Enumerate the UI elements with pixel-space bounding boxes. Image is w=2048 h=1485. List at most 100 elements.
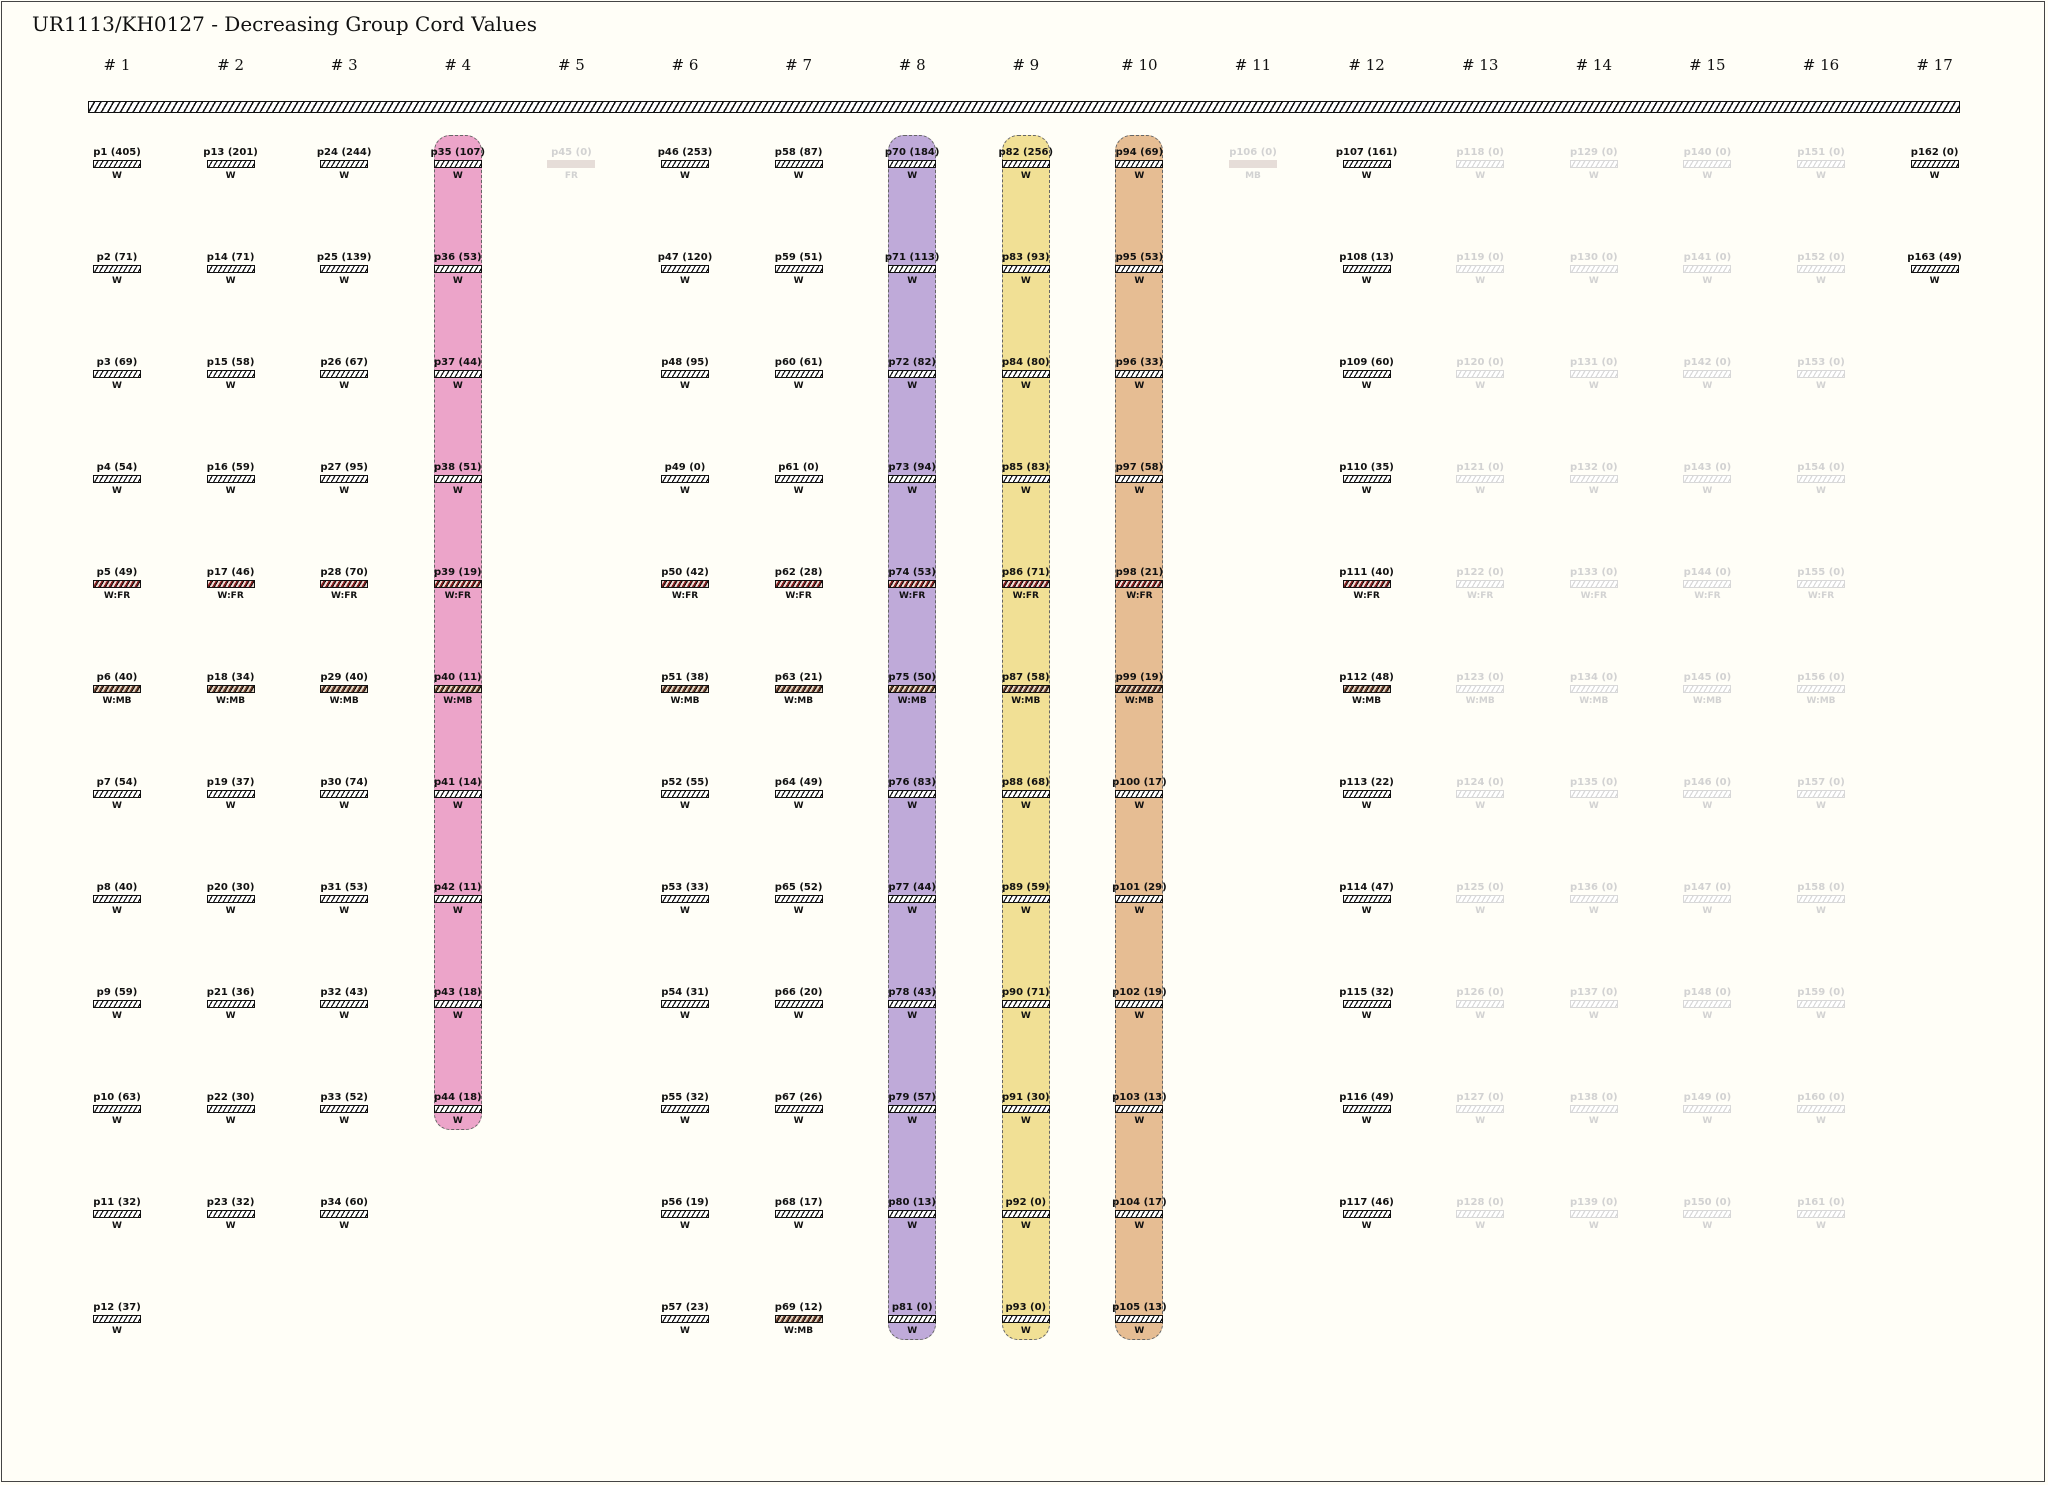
- cord-knot-bar: [1342, 1105, 1391, 1113]
- cord-label: p35 (107): [430, 147, 486, 158]
- cord-color-code: W:MB: [1124, 696, 1154, 706]
- cord-color-code: W: [680, 1116, 690, 1126]
- cord-color-code: W: [793, 381, 804, 391]
- cord-knot-bar: [93, 475, 141, 483]
- cord-knot-bar: [888, 1210, 937, 1218]
- cord-color-code: W: [1702, 276, 1713, 286]
- cord-label: p67 (26): [774, 1092, 823, 1103]
- cord-label: p121 (0): [1456, 462, 1504, 473]
- pendant-cord: p101 (29) W: [1094, 882, 1184, 918]
- cord-label: p7 (54): [96, 777, 138, 788]
- cord-label: p55 (32): [661, 1092, 709, 1103]
- cord-label: p62 (28): [774, 567, 823, 578]
- cord-knot-bar: [93, 160, 141, 168]
- cord-label: p135 (0): [1569, 777, 1618, 788]
- cord-label: p147 (0): [1683, 882, 1732, 893]
- cord-knot-bar: [661, 1000, 709, 1008]
- cord-knot-bar: [1683, 895, 1732, 903]
- cord-knot-bar: [1456, 265, 1505, 273]
- pendant-cord: p23 (32) W: [186, 1197, 276, 1233]
- cord-label: p143 (0): [1683, 462, 1732, 473]
- cord-color-code: W:FR: [1467, 591, 1494, 601]
- pendant-cord: p79 (57) W: [867, 1092, 957, 1128]
- cord-label: p70 (184): [884, 147, 940, 158]
- pendant-cord: p125 (0) W: [1435, 882, 1525, 918]
- cord-knot-bar: [1456, 1105, 1505, 1113]
- pendant-cord: p96 (33) W: [1094, 357, 1184, 393]
- group-label: # 1: [103, 56, 131, 74]
- pendant-cord: p5 (49) W:FR: [72, 567, 162, 603]
- cord-color-code: W: [225, 486, 236, 496]
- pendant-cord: p74 (53) W:FR: [867, 567, 957, 603]
- pendant-cord: p42 (11) W: [413, 882, 503, 918]
- cord-knot-bar: [320, 370, 369, 378]
- cord-color-code: W:FR: [785, 591, 812, 601]
- cord-knot-bar: [320, 1000, 369, 1008]
- cord-label: p53 (33): [661, 882, 709, 893]
- cord-color-code: W: [1475, 276, 1486, 286]
- pendant-cord: p84 (80) W: [981, 357, 1071, 393]
- pendant-cord: p45 (0) FR: [526, 147, 616, 183]
- cord-color-code: W: [112, 171, 122, 181]
- group-label: # 13: [1461, 56, 1499, 74]
- cord-color-code: W: [1361, 906, 1372, 916]
- cord-label: p140 (0): [1683, 147, 1732, 158]
- cord-color-code: W: [112, 801, 122, 811]
- cord-knot-bar: [1797, 580, 1845, 588]
- cord-knot-bar: [206, 580, 255, 588]
- pendant-cord: p60 (61) W: [754, 357, 844, 393]
- cord-knot-bar: [206, 1000, 255, 1008]
- cord-color-code: W: [1020, 1221, 1031, 1231]
- cord-label: p14 (71): [206, 252, 255, 263]
- cord-knot-bar: [774, 1210, 823, 1218]
- pendant-cord: p55 (32) W: [640, 1092, 730, 1128]
- cord-color-code: W:FR: [1580, 591, 1607, 601]
- cord-knot-bar: [433, 160, 482, 168]
- pendant-cord: p21 (36) W: [186, 987, 276, 1023]
- pendant-cord: p147 (0) W: [1662, 882, 1752, 918]
- cord-label: p129 (0): [1569, 147, 1618, 158]
- cord-color-code: W: [907, 1326, 918, 1336]
- cord-color-code: W: [452, 381, 463, 391]
- pendant-cord: p115 (32) W: [1322, 987, 1412, 1023]
- cord-color-code: W:FR: [1012, 591, 1039, 601]
- cord-knot-bar: [1456, 160, 1505, 168]
- pendant-cord: p92 (0) W: [981, 1197, 1071, 1233]
- cord-knot-bar: [320, 685, 369, 693]
- cord-label: p122 (0): [1456, 567, 1504, 578]
- cord-color-code: W: [112, 381, 122, 391]
- cord-knot-bar: [433, 1105, 482, 1113]
- cord-label: p72 (82): [888, 357, 936, 368]
- pendant-cord: p148 (0) W: [1662, 987, 1752, 1023]
- cord-color-code: W: [1134, 1011, 1145, 1021]
- pendant-cord: p34 (60) W: [299, 1197, 389, 1233]
- cord-label: p16 (59): [206, 462, 255, 473]
- cord-knot-bar: [1342, 475, 1391, 483]
- pendant-cord: p160 (0) W: [1776, 1092, 1866, 1128]
- group-label: # 4: [444, 56, 472, 74]
- pendant-cord: p54 (31) W: [640, 987, 730, 1023]
- pendant-cord: p75 (50) W:MB: [867, 672, 957, 708]
- cord-color-code: W: [1702, 906, 1713, 916]
- cord-color-code: W: [1475, 171, 1486, 181]
- cord-knot-bar: [1342, 265, 1391, 273]
- cord-color-code: W: [452, 276, 463, 286]
- cord-knot-bar: [661, 160, 709, 168]
- cord-color-code: W: [1816, 906, 1826, 916]
- cord-label: p23 (32): [206, 1197, 255, 1208]
- cord-color-code: W: [339, 171, 350, 181]
- cord-label: p3 (69): [96, 357, 138, 368]
- cord-label: p43 (18): [433, 987, 482, 998]
- cord-color-code: W: [1020, 1326, 1031, 1336]
- cord-label: p106 (0): [1229, 147, 1277, 158]
- cord-color-code: W: [1475, 1011, 1486, 1021]
- cord-label: p4 (54): [96, 462, 138, 473]
- cord-knot-bar: [93, 1315, 141, 1323]
- pendant-cord: p6 (40) W:MB: [72, 672, 162, 708]
- cord-knot-bar: [1456, 580, 1505, 588]
- cord-color-code: W: [225, 1116, 236, 1126]
- cord-color-code: W: [907, 906, 918, 916]
- cord-knot-bar: [1683, 265, 1732, 273]
- cord-knot-bar: [774, 1105, 823, 1113]
- pendant-cord: p26 (67) W: [299, 357, 389, 393]
